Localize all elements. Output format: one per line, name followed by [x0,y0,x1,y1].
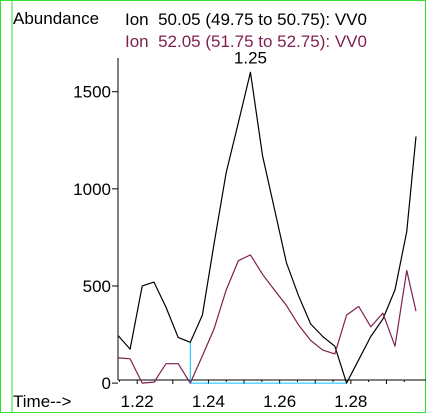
y-axis-title: Abundance [13,9,99,28]
x-tick-label: 1.24 [192,392,225,411]
y-tick-label: 1500 [73,83,111,102]
x-axis-title: Time--> [13,392,71,411]
y-tick-label: 0 [102,374,111,393]
y-tick-label: 1000 [73,180,111,199]
peak-label: 1.25 [234,48,267,67]
series-line-ion-50 [117,71,417,384]
series-line-ion-52 [117,254,417,384]
y-tick-label: 500 [83,277,111,296]
x-tick-label: 1.22 [121,392,154,411]
plot-area: 0 500 1000 1500 1.22 1.24 1.26 1.28 1.25 [73,48,426,411]
legend-entry-ion-50: Ion 50.05 (49.75 to 50.75): VV0 [125,10,367,29]
x-tick-label: 1.26 [263,392,296,411]
x-tick-label: 1.28 [334,392,367,411]
integration-baseline [189,342,348,384]
legend-entry-ion-52: Ion 52.05 (51.75 to 52.75): VV0 [125,32,367,51]
